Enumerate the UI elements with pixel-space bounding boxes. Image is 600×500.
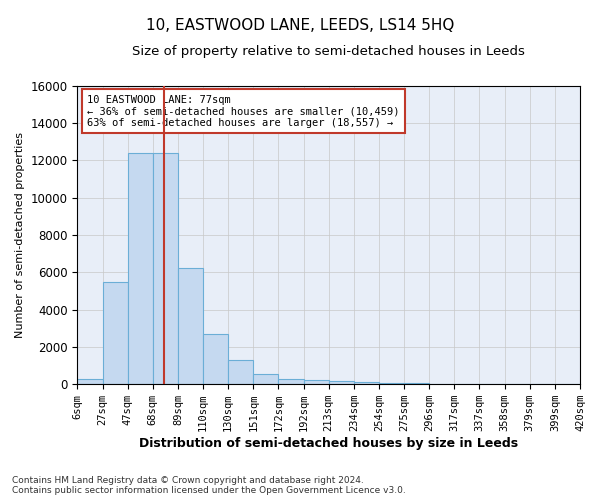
Title: Size of property relative to semi-detached houses in Leeds: Size of property relative to semi-detach…: [132, 45, 525, 58]
Bar: [153, 153, 178, 384]
X-axis label: Distribution of semi-detached houses by size in Leeds: Distribution of semi-detached houses by …: [139, 437, 518, 450]
Bar: [253, 374, 278, 384]
Bar: [354, 382, 379, 384]
Text: 10 EASTWOOD LANE: 77sqm
← 36% of semi-detached houses are smaller (10,459)
63% o: 10 EASTWOOD LANE: 77sqm ← 36% of semi-de…: [88, 94, 400, 128]
Text: 10, EASTWOOD LANE, LEEDS, LS14 5HQ: 10, EASTWOOD LANE, LEEDS, LS14 5HQ: [146, 18, 454, 32]
Bar: [228, 360, 253, 384]
Bar: [304, 380, 329, 384]
Bar: [329, 382, 354, 384]
Bar: [128, 153, 153, 384]
Bar: [379, 382, 404, 384]
Text: Contains HM Land Registry data © Crown copyright and database right 2024.
Contai: Contains HM Land Registry data © Crown c…: [12, 476, 406, 495]
Y-axis label: Number of semi-detached properties: Number of semi-detached properties: [15, 132, 25, 338]
Bar: [77, 378, 103, 384]
Bar: [103, 282, 128, 384]
Bar: [278, 379, 304, 384]
Bar: [203, 334, 228, 384]
Bar: [178, 268, 203, 384]
